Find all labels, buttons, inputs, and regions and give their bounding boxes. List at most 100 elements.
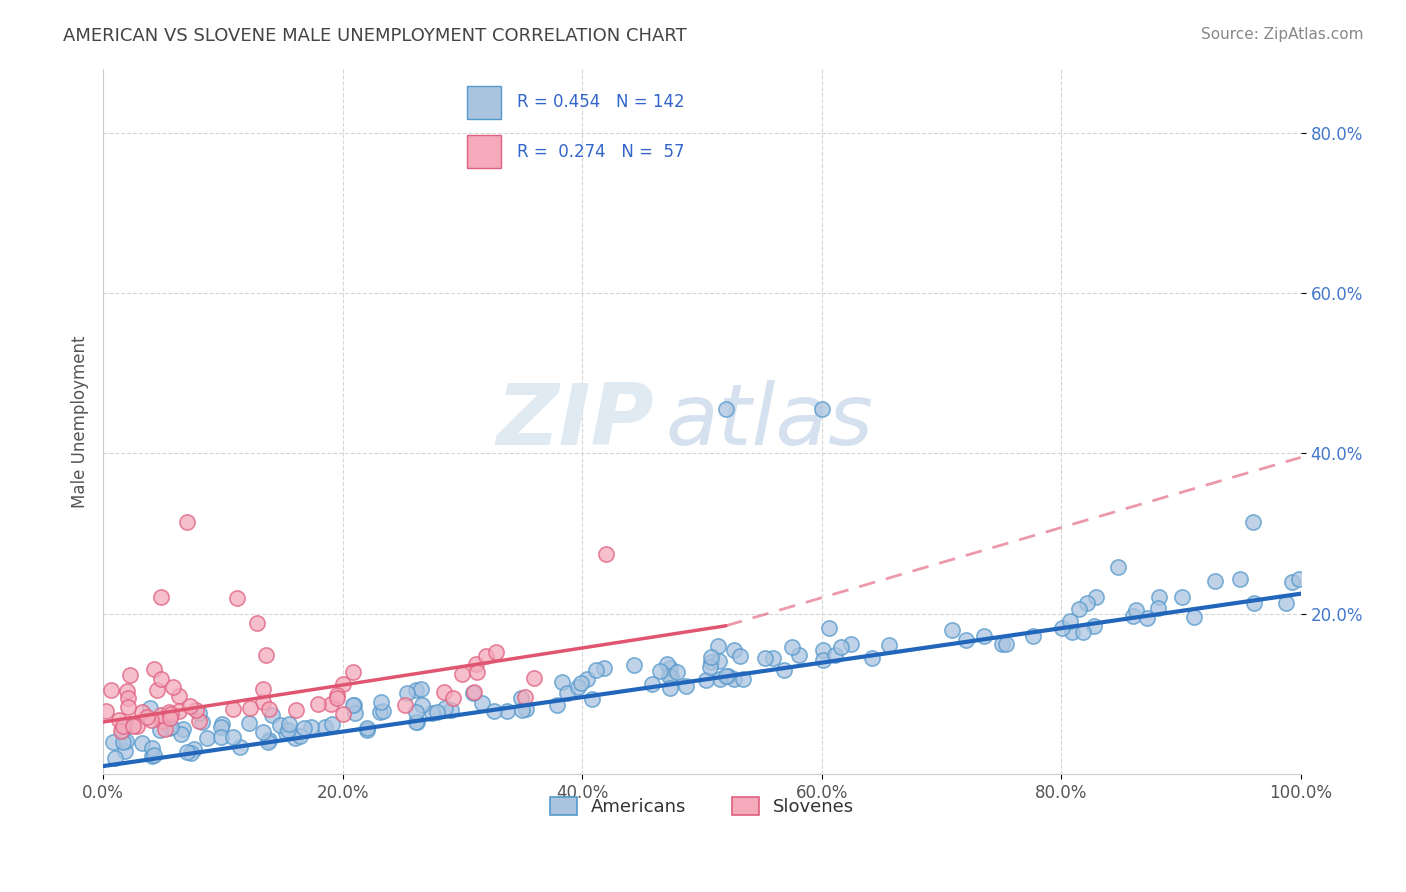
Point xyxy=(252,725,274,739)
Point xyxy=(595,547,617,561)
Point xyxy=(332,677,354,691)
Point xyxy=(780,640,803,655)
Point xyxy=(405,705,427,719)
Point xyxy=(546,698,568,713)
Point xyxy=(695,673,717,688)
Point xyxy=(773,663,796,677)
Point xyxy=(257,733,280,747)
Point xyxy=(707,654,730,668)
Point xyxy=(285,703,308,717)
Point xyxy=(141,749,163,764)
Point xyxy=(226,591,249,605)
Point xyxy=(167,689,190,703)
Point xyxy=(830,640,852,655)
Point xyxy=(509,690,531,705)
Point xyxy=(284,731,307,745)
Point xyxy=(121,719,143,733)
Point xyxy=(167,705,190,719)
Point xyxy=(94,704,117,718)
Y-axis label: Male Unemployment: Male Unemployment xyxy=(72,335,89,508)
Point xyxy=(879,638,901,652)
Point xyxy=(714,402,737,417)
Point xyxy=(356,723,378,737)
Point xyxy=(411,698,433,713)
Point xyxy=(314,720,336,734)
Point xyxy=(252,695,274,709)
Point xyxy=(100,682,122,697)
Point xyxy=(1107,560,1129,574)
Point xyxy=(112,735,135,749)
Point xyxy=(288,729,311,743)
Point xyxy=(839,637,862,651)
Point xyxy=(187,714,209,728)
Point xyxy=(149,672,172,686)
Point xyxy=(973,630,995,644)
Point xyxy=(450,667,472,681)
Point xyxy=(1071,624,1094,639)
Point xyxy=(405,715,427,730)
Point xyxy=(239,701,262,715)
Point xyxy=(1076,596,1098,610)
Point xyxy=(787,648,810,662)
Point xyxy=(143,662,166,676)
Point xyxy=(1281,574,1303,589)
Point xyxy=(326,688,349,702)
Point xyxy=(146,682,169,697)
Point xyxy=(515,701,537,715)
Point xyxy=(1147,601,1170,615)
Point xyxy=(222,730,245,744)
Point xyxy=(138,700,160,714)
Point xyxy=(1229,572,1251,586)
Point xyxy=(195,731,218,745)
Point xyxy=(209,721,232,735)
Point xyxy=(115,684,138,698)
Point xyxy=(277,723,299,737)
Point xyxy=(1022,628,1045,642)
Text: AMERICAN VS SLOVENE MALE UNEMPLOYMENT CORRELATION CHART: AMERICAN VS SLOVENE MALE UNEMPLOYMENT CO… xyxy=(63,27,688,45)
Point xyxy=(108,714,131,728)
Point xyxy=(1204,574,1226,589)
Point xyxy=(157,721,180,735)
Point xyxy=(252,681,274,696)
Point xyxy=(700,655,723,669)
Point xyxy=(575,672,598,686)
Point xyxy=(342,665,364,679)
Point xyxy=(153,722,176,736)
Point xyxy=(761,651,783,665)
Legend: Americans, Slovenes: Americans, Slovenes xyxy=(540,788,863,825)
Point xyxy=(465,657,488,671)
Text: ZIP: ZIP xyxy=(496,380,654,463)
Point xyxy=(1083,619,1105,633)
Point xyxy=(229,739,252,754)
Point xyxy=(714,668,737,682)
Point xyxy=(110,723,132,738)
Point xyxy=(110,723,132,738)
Point xyxy=(150,708,173,723)
Point xyxy=(1052,620,1074,634)
Point xyxy=(307,697,329,711)
Point xyxy=(142,748,165,763)
Point xyxy=(406,714,429,729)
Point xyxy=(222,702,245,716)
Point xyxy=(191,714,214,729)
Point xyxy=(114,744,136,758)
Point xyxy=(1288,572,1310,586)
Point xyxy=(159,720,181,734)
Point xyxy=(1085,590,1108,604)
Point xyxy=(510,703,533,717)
Point xyxy=(159,711,181,725)
Point xyxy=(394,698,416,713)
Point xyxy=(260,707,283,722)
Point xyxy=(405,683,427,698)
Point xyxy=(567,680,589,694)
Point xyxy=(485,645,508,659)
Point xyxy=(523,671,546,685)
Point xyxy=(170,727,193,741)
Point xyxy=(183,742,205,756)
Point xyxy=(344,706,367,721)
Point xyxy=(810,402,832,417)
Point xyxy=(136,710,159,724)
Point xyxy=(127,719,149,733)
Point xyxy=(176,745,198,759)
Point xyxy=(641,677,664,691)
